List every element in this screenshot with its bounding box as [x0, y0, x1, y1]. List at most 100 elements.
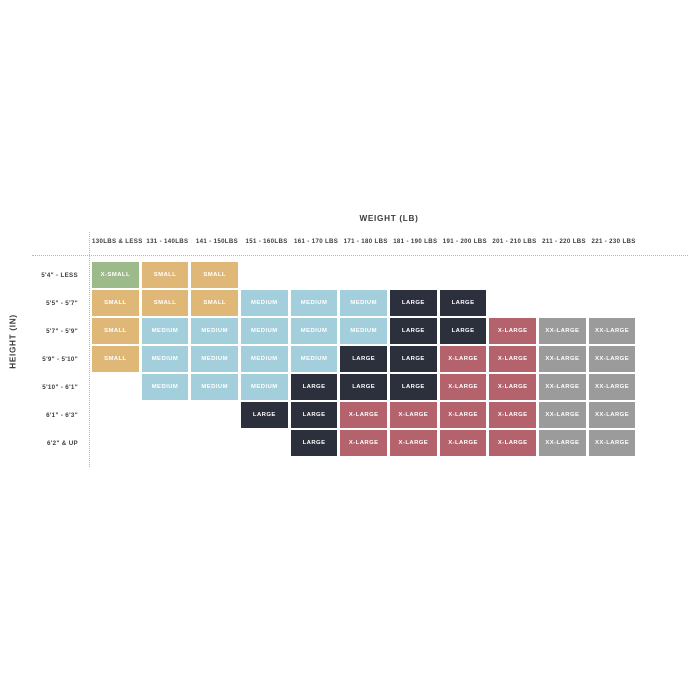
size-cell[interactable]: LARGE [439, 318, 487, 344]
size-cell[interactable]: MEDIUM [340, 318, 388, 344]
size-cell[interactable]: X-LARGE [439, 402, 487, 428]
size-cell[interactable]: X-LARGE [489, 402, 537, 428]
size-cell[interactable]: MEDIUM [290, 318, 338, 344]
size-cell[interactable]: LARGE [390, 290, 437, 316]
size-cell[interactable]: MEDIUM [241, 346, 288, 372]
column-header: 131 - 140LBS [146, 238, 189, 245]
size-cell[interactable]: MEDIUM [290, 290, 338, 316]
size-cell[interactable]: X-LARGE [489, 374, 537, 400]
row-label: 6'1" - 6'3" [46, 411, 78, 419]
size-cell[interactable]: SMALL [191, 290, 239, 316]
column-header: 161 - 170 LBS [294, 238, 339, 245]
size-cell[interactable]: MEDIUM [241, 374, 288, 400]
size-cell[interactable]: XX-LARGE [588, 430, 636, 456]
size-cell-empty [638, 374, 685, 400]
column-header [638, 238, 688, 251]
size-cell[interactable]: MEDIUM [241, 290, 288, 316]
size-cell[interactable]: SMALL [92, 346, 139, 372]
size-cell[interactable]: SMALL [92, 318, 139, 344]
row-label: 5'4" - LESS [41, 271, 78, 279]
size-cell[interactable]: X-LARGE [439, 346, 487, 372]
row-label: 5'10" - 6'1" [42, 383, 78, 391]
size-cell-empty [241, 262, 288, 288]
axis-rule-vertical [89, 232, 90, 467]
size-cell[interactable]: X-LARGE [489, 346, 537, 372]
size-cell[interactable]: MEDIUM [141, 346, 189, 372]
chart-body: 5'4" - LESS X-SMALL SMALL SMALL 5'5" - 5'7" S… [41, 262, 688, 458]
size-cell[interactable]: XX-LARGE [588, 346, 636, 372]
size-cell[interactable]: SMALL [92, 290, 139, 316]
chart-row: 5'9" - 5'10" SMALL MEDIUM MEDIUM MEDIUM MEDIU… [42, 346, 688, 374]
size-cell[interactable]: MEDIUM [191, 374, 239, 400]
size-cell[interactable]: X-LARGE [489, 318, 537, 344]
size-cell-empty [638, 402, 685, 428]
size-cell[interactable]: LARGE [241, 402, 288, 428]
size-cell[interactable]: MEDIUM [241, 318, 288, 344]
size-cell[interactable]: SMALL [191, 262, 239, 288]
size-cell[interactable]: X-LARGE [390, 402, 437, 428]
size-cell-empty [638, 290, 685, 316]
size-cell[interactable]: MEDIUM [340, 290, 388, 316]
size-cell[interactable]: X-LARGE [390, 430, 437, 456]
size-cell-empty [489, 262, 536, 288]
size-cell[interactable]: XX-LARGE [539, 430, 586, 456]
size-cell[interactable]: MEDIUM [191, 318, 239, 344]
chart-row: 6'1" - 6'3" LARGE LARGE X-LARGE X-LARGE X-LAR… [46, 402, 688, 430]
column-header: 191 - 200 LBS [442, 238, 487, 245]
column-header: 181 - 190 LBS [393, 238, 438, 245]
size-cell-empty [638, 346, 685, 372]
size-cell-empty [589, 290, 636, 316]
size-cell-empty [489, 290, 536, 316]
column-header: 211 - 220 LBS [542, 238, 586, 245]
size-cell[interactable]: LARGE [290, 430, 338, 456]
size-cell[interactable]: MEDIUM [191, 346, 239, 372]
size-cell[interactable]: X-SMALL [92, 262, 139, 288]
size-cell-empty [142, 430, 189, 456]
size-cell[interactable]: LARGE [390, 318, 437, 344]
size-cell[interactable]: XX-LARGE [588, 402, 636, 428]
size-cell[interactable]: MEDIUM [141, 374, 189, 400]
size-cell[interactable]: SMALL [141, 262, 189, 288]
size-cell[interactable]: LARGE [390, 346, 437, 372]
chart-row: 5'5" - 5'7" SMALL SMALL SMALL MEDIUM MEDIUM ME… [46, 290, 688, 318]
size-cell[interactable]: X-LARGE [439, 430, 487, 456]
column-header: 151 - 160LBS [245, 238, 288, 245]
row-label: 5'5" - 5'7" [46, 299, 78, 307]
row-label: 6'2" & UP [47, 439, 78, 447]
size-cell[interactable]: XX-LARGE [539, 402, 586, 428]
size-cell[interactable]: XX-LARGE [588, 374, 636, 400]
row-label: 5'7" - 5'9" [46, 327, 78, 335]
size-cell[interactable]: X-LARGE [340, 402, 388, 428]
size-cell-empty [589, 262, 636, 288]
x-axis-title: WEIGHT (LB) [359, 214, 419, 223]
size-cell-empty [92, 374, 139, 400]
size-cell[interactable]: X-LARGE [439, 374, 487, 400]
axis-rule-horizontal [32, 255, 688, 256]
size-cell[interactable]: LARGE [290, 374, 338, 400]
size-cell[interactable]: XX-LARGE [539, 346, 586, 372]
size-cell-empty [92, 430, 139, 456]
size-cell[interactable]: X-LARGE [340, 430, 388, 456]
size-cell-empty [340, 262, 387, 288]
size-cell[interactable]: LARGE [439, 290, 487, 316]
size-cell-empty [638, 318, 685, 344]
column-header-row: 130LBS & LESS 131 - 140LBS 141 - 150LBS 151… [92, 238, 688, 251]
size-cell[interactable]: LARGE [390, 374, 437, 400]
size-cell[interactable]: XX-LARGE [588, 318, 636, 344]
size-cell[interactable]: LARGE [340, 346, 388, 372]
column-header: 201 - 210 LBS [492, 238, 537, 245]
size-cell[interactable]: XX-LARGE [539, 374, 586, 400]
size-cell[interactable]: MEDIUM [290, 346, 338, 372]
size-cell-empty [638, 430, 685, 456]
size-cell[interactable]: XX-LARGE [539, 318, 586, 344]
chart-row: 5'4" - LESS X-SMALL SMALL SMALL [41, 262, 688, 290]
chart-row: 6'2" & UP LARGE X-LARGE X-LARGE X-LARGE X-LAR… [47, 430, 688, 458]
size-cell[interactable]: MEDIUM [141, 318, 189, 344]
size-cell-empty [191, 402, 238, 428]
size-cell-empty [291, 262, 338, 288]
size-cell[interactable]: LARGE [340, 374, 388, 400]
size-cell[interactable]: SMALL [141, 290, 189, 316]
size-cell-empty [191, 430, 238, 456]
size-cell[interactable]: X-LARGE [489, 430, 537, 456]
size-cell[interactable]: LARGE [290, 402, 338, 428]
